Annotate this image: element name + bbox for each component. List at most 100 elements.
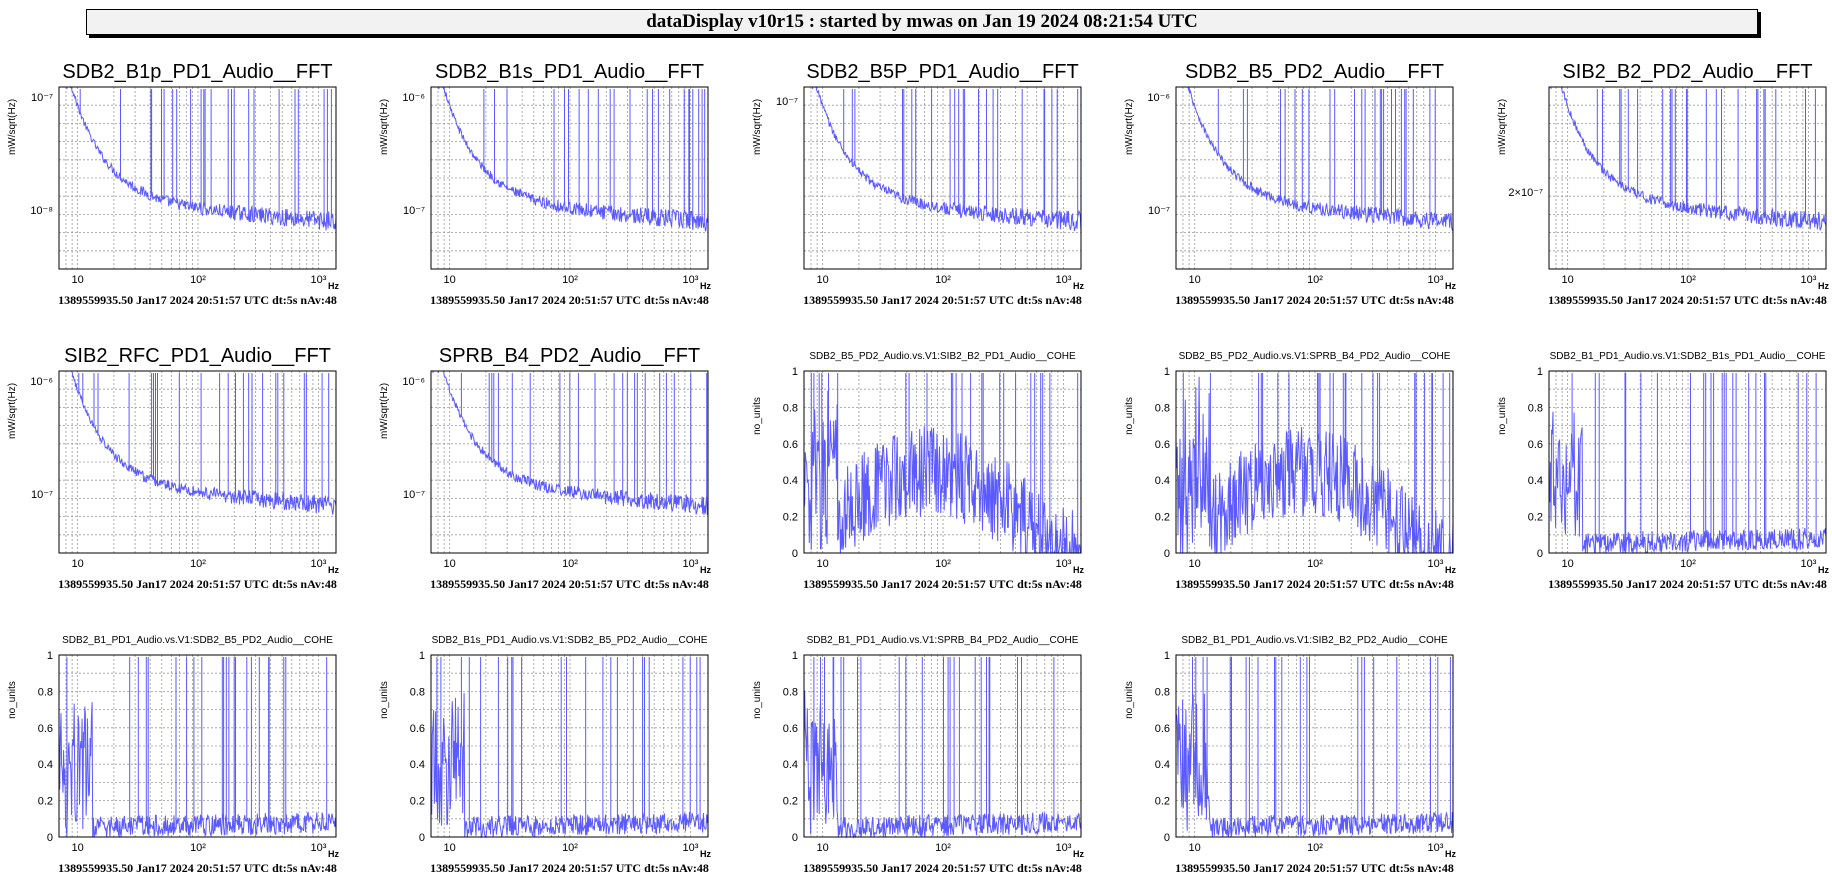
plot-panel: SDB2_B5_PD2_Audio.vs.V1:SPRB_B4_PD2_Audi… xyxy=(1124,351,1456,575)
x-axis-unit: Hz xyxy=(1073,849,1084,859)
plot-title: SDB2_B1_PD1_Audio.vs.V1:SDB2_B1s_PD1_Aud… xyxy=(1550,351,1826,362)
x-tick-label: 10 xyxy=(817,274,829,286)
y-tick-label: 0.8 xyxy=(1155,686,1170,698)
y-tick-label: 0 xyxy=(792,832,798,844)
y-tick-label: 0.2 xyxy=(1155,796,1170,808)
plot-panel: SDB2_B1_PD1_Audio.vs.V1:SDB2_B1s_PD1_Aud… xyxy=(1497,351,1829,575)
data-trace xyxy=(1175,657,1454,838)
plot-title: SIB2_RFC_PD1_Audio__FFT xyxy=(64,345,331,367)
y-tick-label: 0.4 xyxy=(783,759,798,771)
x-tick-label: 10² xyxy=(935,558,951,570)
y-tick-label: 0.6 xyxy=(410,723,425,735)
plot-frame xyxy=(1175,370,1454,554)
plot-footer: 1389559935.50 Jan17 2024 20:51:57 UTC dt… xyxy=(430,861,709,875)
y-tick-label: 0.4 xyxy=(1155,759,1170,771)
y-tick-label: 0.8 xyxy=(410,686,425,698)
data-trace xyxy=(1176,86,1454,232)
y-tick-label: 0 xyxy=(1164,548,1170,560)
plot-title: SDB2_B5_PD2_Audio.vs.V1:SIB2_B2_PD1_Audi… xyxy=(809,351,1076,362)
plot-panel: SDB2_B1_PD1_Audio.vs.V1:SDB2_B5_PD2_Audi… xyxy=(7,635,339,859)
y-tick-label: 1 xyxy=(1164,366,1170,378)
data-trace xyxy=(1549,86,1827,231)
plot-title: SDB2_B1_PD1_Audio.vs.V1:SDB2_B5_PD2_Audi… xyxy=(62,635,333,646)
y-tick-label: 1 xyxy=(419,650,425,662)
y-tick-label: 0.6 xyxy=(1155,439,1170,451)
plot-frame xyxy=(1548,370,1827,554)
y-tick-label: 0.8 xyxy=(1155,402,1170,414)
plot-footer: 1389559935.50 Jan17 2024 20:51:57 UTC dt… xyxy=(803,577,1082,591)
y-axis-label: mW/sqrt(Hz) xyxy=(379,383,390,439)
x-tick-label: 10³ xyxy=(1055,274,1071,286)
plot-frame xyxy=(1175,654,1454,838)
plot-footer: 1389559935.50 Jan17 2024 20:51:57 UTC dt… xyxy=(1175,293,1454,307)
plot-panel: SDB2_B1p_PD1_Audio__FFT mW/sqrt(Hz) 10⁻⁷ 10… xyxy=(7,61,339,291)
y-tick-label: 1 xyxy=(1537,366,1543,378)
x-tick-label: 10² xyxy=(1680,558,1696,570)
y-tick-label: 10⁻⁶ xyxy=(402,92,425,104)
plot-footer: 1389559935.50 Jan17 2024 20:51:57 UTC dt… xyxy=(430,577,709,591)
y-tick-label: 10⁻⁶ xyxy=(30,376,53,388)
data-trace xyxy=(803,657,1082,839)
y-tick-label: 0.8 xyxy=(783,686,798,698)
y-tick-label: 10⁻⁷ xyxy=(31,489,53,501)
x-tick-label: 10² xyxy=(190,842,206,854)
y-axis-label: mW/sqrt(Hz) xyxy=(379,99,390,155)
plot-frame xyxy=(430,654,709,838)
plot-frame xyxy=(803,370,1082,554)
plot-footer: 1389559935.50 Jan17 2024 20:51:57 UTC dt… xyxy=(1175,861,1454,875)
plot-footer: 1389559935.50 Jan17 2024 20:51:57 UTC dt… xyxy=(1548,577,1827,591)
y-tick-label: 1 xyxy=(47,650,53,662)
y-tick-label: 0.4 xyxy=(410,759,425,771)
y-tick-label: 1 xyxy=(792,650,798,662)
plot-footer: 1389559935.50 Jan17 2024 20:51:57 UTC dt… xyxy=(430,293,709,307)
x-tick-label: 10² xyxy=(935,842,951,854)
x-axis-unit: Hz xyxy=(700,281,711,291)
plot-frame xyxy=(430,370,709,554)
y-axis-label: mW/sqrt(Hz) xyxy=(752,99,763,155)
x-tick-label: 10 xyxy=(1189,558,1201,570)
data-trace xyxy=(431,370,709,516)
plot-panel: SDB2_B5_PD2_Audio.vs.V1:SIB2_B2_PD1_Audi… xyxy=(752,351,1084,575)
plot-frame xyxy=(58,86,337,270)
plot-panel: SPRB_B4_PD2_Audio__FFT mW/sqrt(Hz) 10⁻⁶ 10⁻… xyxy=(379,345,711,575)
data-trace xyxy=(58,657,337,839)
y-axis-label: no_units xyxy=(1124,681,1135,719)
data-trace xyxy=(1175,373,1454,554)
x-tick-label: 10² xyxy=(1307,274,1323,286)
y-tick-label: 0.8 xyxy=(38,686,53,698)
x-tick-label: 10³ xyxy=(310,274,326,286)
x-tick-label: 10 xyxy=(444,274,456,286)
x-tick-label: 10² xyxy=(562,274,578,286)
plot-footer: 1389559935.50 Jan17 2024 20:51:57 UTC dt… xyxy=(58,577,337,591)
x-tick-label: 10 xyxy=(1562,558,1574,570)
plot-title: SDB2_B5P_PD1_Audio__FFT xyxy=(806,61,1078,83)
x-tick-label: 10³ xyxy=(1055,558,1071,570)
plot-frame xyxy=(1175,86,1454,270)
x-tick-label: 10³ xyxy=(682,558,698,570)
data-trace xyxy=(431,86,709,232)
x-tick-label: 10 xyxy=(72,558,84,570)
y-axis-label: mW/sqrt(Hz) xyxy=(1124,99,1135,155)
plot-panel: SDB2_B1_PD1_Audio.vs.V1:SPRB_B4_PD2_Audi… xyxy=(752,635,1084,859)
plot-title: SDB2_B5_PD2_Audio.vs.V1:SPRB_B4_PD2_Audi… xyxy=(1179,351,1451,362)
plot-frame xyxy=(58,370,337,554)
plot-panel: SDB2_B5P_PD1_Audio__FFT mW/sqrt(Hz) 10⁻⁷ 10… xyxy=(752,61,1084,291)
y-tick-label: 0.2 xyxy=(1528,512,1543,524)
y-axis-label: no_units xyxy=(752,681,763,719)
y-tick-label: 10⁻⁸ xyxy=(30,205,53,217)
y-tick-label: 10⁻⁷ xyxy=(1148,205,1170,217)
plot-panel: SIB2_RFC_PD1_Audio__FFT mW/sqrt(Hz) 10⁻⁶ 10… xyxy=(7,345,339,575)
plot-title: SDB2_B1s_PD1_Audio__FFT xyxy=(435,61,704,83)
plot-frame xyxy=(1548,86,1827,270)
plot-title: SIB2_B2_PD2_Audio__FFT xyxy=(1562,61,1812,83)
x-tick-label: 10³ xyxy=(310,558,326,570)
plot-frame xyxy=(803,86,1082,270)
x-tick-label: 10 xyxy=(1189,842,1201,854)
y-axis-label: no_units xyxy=(379,681,390,719)
y-tick-label: 0 xyxy=(47,832,53,844)
y-tick-label: 0.6 xyxy=(783,723,798,735)
x-tick-label: 10² xyxy=(562,842,578,854)
y-tick-label: 1 xyxy=(792,366,798,378)
y-axis-label: mW/sqrt(Hz) xyxy=(7,383,18,439)
